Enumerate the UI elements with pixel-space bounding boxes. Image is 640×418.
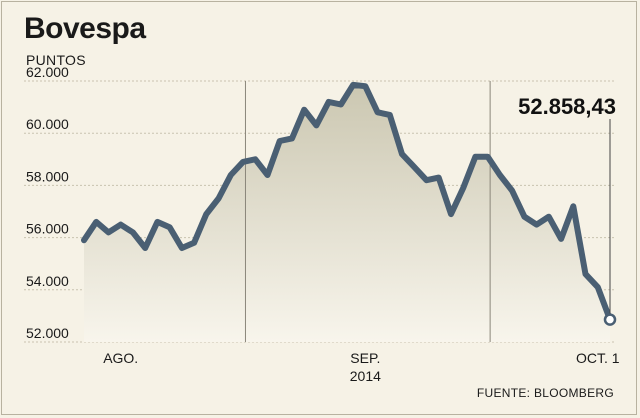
last-value-marker	[603, 313, 617, 326]
y-tick-label: 58.000	[26, 168, 69, 184]
y-tick-label: 52.000	[26, 325, 69, 341]
y-tick-label: 62.000	[26, 64, 69, 80]
y-tick-label: 56.000	[26, 221, 69, 237]
y-tick-label: 60.000	[26, 116, 69, 132]
x-tick-label: SEP.	[350, 350, 380, 366]
series-line	[81, 81, 613, 323]
x-axis-ticks: AGO. SEP. 2014 OCT. 1	[103, 350, 620, 384]
y-axis-unit-label: PUNTOS	[26, 52, 86, 68]
month-dividers	[244, 81, 491, 342]
source-note: FUENTE: BLOOMBERG	[476, 386, 614, 400]
last-value-label: 52.858,43	[518, 94, 616, 119]
x-tick-label: OCT. 1	[576, 350, 620, 366]
x-tick-label: AGO.	[103, 350, 138, 366]
x-tick-label: 2014	[350, 368, 381, 384]
series-area	[84, 84, 610, 343]
y-axis-ticks: 52.000 54.000 56.000 58.000 60.000 62.000	[26, 64, 69, 341]
y-tick-label: 54.000	[26, 273, 69, 289]
chart-title: Bovespa	[24, 12, 146, 45]
